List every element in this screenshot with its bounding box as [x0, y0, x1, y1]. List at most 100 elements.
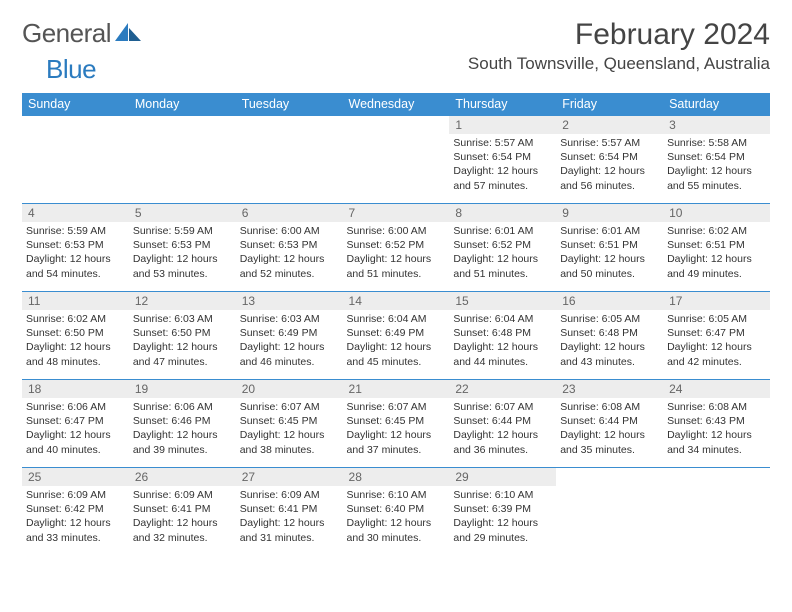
daylight-line: Daylight: 12 hours and 52 minutes. [240, 252, 339, 280]
dow-row: SundayMondayTuesdayWednesdayThursdayFrid… [22, 93, 770, 116]
day-cell-27: 27Sunrise: 6:09 AMSunset: 6:41 PMDayligh… [236, 468, 343, 556]
dow-saturday: Saturday [663, 93, 770, 116]
day-number: 29 [449, 468, 556, 486]
sunrise-line: Sunrise: 6:08 AM [560, 400, 659, 414]
sunrise-line: Sunrise: 6:10 AM [453, 488, 552, 502]
daylight-line: Daylight: 12 hours and 40 minutes. [26, 428, 125, 456]
sunrise-line: Sunrise: 5:57 AM [560, 136, 659, 150]
day-number: 26 [129, 468, 236, 486]
daylight-line: Daylight: 12 hours and 38 minutes. [240, 428, 339, 456]
day-cell-14: 14Sunrise: 6:04 AMSunset: 6:49 PMDayligh… [343, 292, 450, 380]
sunrise-line: Sunrise: 6:01 AM [453, 224, 552, 238]
sunset-line: Sunset: 6:43 PM [667, 414, 766, 428]
month-title: February 2024 [468, 18, 770, 52]
day-number: 1 [449, 116, 556, 134]
empty-cell [556, 468, 663, 556]
calendar-body: 1Sunrise: 5:57 AMSunset: 6:54 PMDaylight… [22, 116, 770, 556]
day-number: 14 [343, 292, 450, 310]
day-number: 27 [236, 468, 343, 486]
calendar-table: SundayMondayTuesdayWednesdayThursdayFrid… [22, 93, 770, 556]
day-cell-7: 7Sunrise: 6:00 AMSunset: 6:52 PMDaylight… [343, 204, 450, 292]
day-number: 16 [556, 292, 663, 310]
sunset-line: Sunset: 6:40 PM [347, 502, 446, 516]
sunrise-line: Sunrise: 6:06 AM [26, 400, 125, 414]
empty-cell [343, 116, 450, 204]
sunrise-line: Sunrise: 6:07 AM [453, 400, 552, 414]
daylight-line: Daylight: 12 hours and 34 minutes. [667, 428, 766, 456]
dow-sunday: Sunday [22, 93, 129, 116]
sunset-line: Sunset: 6:41 PM [240, 502, 339, 516]
sunset-line: Sunset: 6:41 PM [133, 502, 232, 516]
sunrise-line: Sunrise: 5:59 AM [26, 224, 125, 238]
brand-name-2: Blue [46, 54, 96, 84]
sunset-line: Sunset: 6:50 PM [26, 326, 125, 340]
day-cell-3: 3Sunrise: 5:58 AMSunset: 6:54 PMDaylight… [663, 116, 770, 204]
dow-monday: Monday [129, 93, 236, 116]
sunrise-line: Sunrise: 6:07 AM [347, 400, 446, 414]
day-cell-21: 21Sunrise: 6:07 AMSunset: 6:45 PMDayligh… [343, 380, 450, 468]
sunset-line: Sunset: 6:48 PM [453, 326, 552, 340]
sunset-line: Sunset: 6:54 PM [453, 150, 552, 164]
day-number: 13 [236, 292, 343, 310]
day-number: 9 [556, 204, 663, 222]
empty-cell [663, 468, 770, 556]
daylight-line: Daylight: 12 hours and 30 minutes. [347, 516, 446, 544]
day-cell-15: 15Sunrise: 6:04 AMSunset: 6:48 PMDayligh… [449, 292, 556, 380]
day-cell-18: 18 Sunrise: 6:06 AMSunset: 6:47 PMDayligh… [22, 380, 129, 468]
sunset-line: Sunset: 6:54 PM [560, 150, 659, 164]
sunrise-line: Sunrise: 6:04 AM [453, 312, 552, 326]
day-number: 2 [556, 116, 663, 134]
daylight-line: Daylight: 12 hours and 35 minutes. [560, 428, 659, 456]
day-number: 18 [22, 380, 129, 398]
brand-logo: General [22, 18, 143, 49]
day-number: 6 [236, 204, 343, 222]
day-cell-12: 12Sunrise: 6:03 AMSunset: 6:50 PMDayligh… [129, 292, 236, 380]
daylight-line: Daylight: 12 hours and 29 minutes. [453, 516, 552, 544]
sunset-line: Sunset: 6:51 PM [667, 238, 766, 252]
daylight-line: Daylight: 12 hours and 39 minutes. [133, 428, 232, 456]
daylight-line: Daylight: 12 hours and 43 minutes. [560, 340, 659, 368]
sunset-line: Sunset: 6:44 PM [560, 414, 659, 428]
sunrise-line: Sunrise: 6:10 AM [347, 488, 446, 502]
sunrise-line: Sunrise: 6:09 AM [133, 488, 232, 502]
title-block: February 2024 South Townsville, Queensla… [468, 18, 770, 74]
sunset-line: Sunset: 6:39 PM [453, 502, 552, 516]
daylight-line: Daylight: 12 hours and 44 minutes. [453, 340, 552, 368]
day-cell-20: 20Sunrise: 6:07 AMSunset: 6:45 PMDayligh… [236, 380, 343, 468]
day-cell-6: 6Sunrise: 6:00 AMSunset: 6:53 PMDaylight… [236, 204, 343, 292]
day-cell-13: 13Sunrise: 6:03 AMSunset: 6:49 PMDayligh… [236, 292, 343, 380]
day-cell-26: 26Sunrise: 6:09 AMSunset: 6:41 PMDayligh… [129, 468, 236, 556]
sunset-line: Sunset: 6:47 PM [26, 414, 125, 428]
daylight-line: Daylight: 12 hours and 48 minutes. [26, 340, 125, 368]
daylight-line: Daylight: 12 hours and 56 minutes. [560, 164, 659, 192]
sunset-line: Sunset: 6:53 PM [240, 238, 339, 252]
daylight-line: Daylight: 12 hours and 37 minutes. [347, 428, 446, 456]
sail-icon [115, 23, 141, 43]
week-row: 1Sunrise: 5:57 AMSunset: 6:54 PMDaylight… [22, 116, 770, 204]
day-number: 20 [236, 380, 343, 398]
day-number: 8 [449, 204, 556, 222]
sunrise-line: Sunrise: 6:07 AM [240, 400, 339, 414]
day-number: 23 [556, 380, 663, 398]
daylight-line: Daylight: 12 hours and 51 minutes. [453, 252, 552, 280]
daylight-line: Daylight: 12 hours and 54 minutes. [26, 252, 125, 280]
daylight-line: Daylight: 12 hours and 55 minutes. [667, 164, 766, 192]
sunrise-line: Sunrise: 6:02 AM [667, 224, 766, 238]
day-number: 11 [22, 292, 129, 310]
day-cell-19: 19Sunrise: 6:06 AMSunset: 6:46 PMDayligh… [129, 380, 236, 468]
day-cell-8: 8Sunrise: 6:01 AMSunset: 6:52 PMDaylight… [449, 204, 556, 292]
sunrise-line: Sunrise: 6:04 AM [347, 312, 446, 326]
dow-tuesday: Tuesday [236, 93, 343, 116]
daylight-line: Daylight: 12 hours and 36 minutes. [453, 428, 552, 456]
sunset-line: Sunset: 6:54 PM [667, 150, 766, 164]
daylight-line: Daylight: 12 hours and 31 minutes. [240, 516, 339, 544]
sunrise-line: Sunrise: 5:58 AM [667, 136, 766, 150]
sunset-line: Sunset: 6:48 PM [560, 326, 659, 340]
daylight-line: Daylight: 12 hours and 46 minutes. [240, 340, 339, 368]
daylight-line: Daylight: 12 hours and 42 minutes. [667, 340, 766, 368]
sunset-line: Sunset: 6:50 PM [133, 326, 232, 340]
day-number: 17 [663, 292, 770, 310]
sunrise-line: Sunrise: 5:57 AM [453, 136, 552, 150]
day-cell-29: 29 Sunrise: 6:10 AMSunset: 6:39 PMDayligh… [449, 468, 556, 556]
sunrise-line: Sunrise: 6:00 AM [347, 224, 446, 238]
